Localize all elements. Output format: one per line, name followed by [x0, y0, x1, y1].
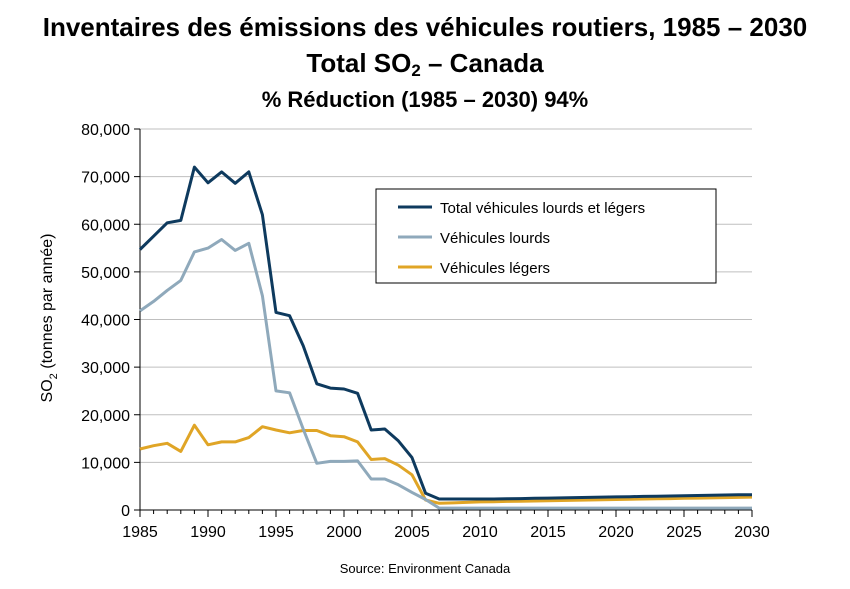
series-line — [139, 423, 753, 505]
legend: Total véhicules lourds et légers Véhicule… — [375, 188, 717, 284]
series-line — [139, 238, 752, 510]
series-line — [138, 165, 752, 501]
axes — [134, 128, 753, 517]
x-tick-label: 1995 — [258, 524, 294, 541]
y-tick-label: 60,000 — [81, 217, 130, 234]
x-tick-label: 1990 — [190, 524, 226, 541]
x-tick-label: 2025 — [666, 524, 702, 541]
y-axis-label-rest: (tonnes par année) — [39, 234, 56, 374]
y-axis-label-main: SO — [39, 379, 56, 402]
y-axis-label-sub: 2 — [48, 373, 60, 379]
chart-subtitle: % Réduction (1985 – 2030) 94% — [261, 87, 589, 112]
y-tick-label: 80,000 — [81, 122, 130, 139]
y-tick-label: 30,000 — [81, 360, 130, 377]
y-tick-label: 10,000 — [81, 455, 130, 472]
y-axis-label: SO2 (tonnes par année) — [39, 234, 60, 403]
legend-label: Véhicules lourds — [440, 230, 550, 247]
x-tick-label: 2015 — [530, 524, 566, 541]
chart-title-line2-rest: – Canada — [420, 48, 544, 78]
series-lines — [138, 165, 753, 510]
y-tick-labels: 0 10,000 20,000 30,000 40,000 50,000 60,000 70,… — [81, 122, 130, 520]
chart-title-line2: Total SO2 – Canada — [0, 48, 850, 81]
legend-label: Véhicules légers — [440, 260, 550, 277]
legend-label: Total véhicules lourds et légers — [440, 200, 645, 217]
x-tick-label: 1985 — [122, 524, 158, 541]
y-tick-label: 20,000 — [81, 408, 130, 425]
source-note: Source: Environment Canada — [339, 561, 511, 576]
y-tick-label: 40,000 — [81, 313, 130, 330]
chart-title-line2-main: Total SO — [306, 48, 412, 78]
x-tick-label: 2030 — [734, 524, 770, 541]
y-tick-label: 70,000 — [81, 170, 130, 187]
x-tick-label: 2010 — [462, 524, 498, 541]
y-tick-label: 50,000 — [81, 265, 130, 282]
y-tick-label: 0 — [121, 503, 130, 520]
chart-title: Inventaires des émissions des véhicules … — [42, 12, 808, 42]
legend-box — [375, 188, 717, 284]
x-tick-label: 2005 — [394, 524, 430, 541]
x-tick-labels: 1985 1990 1995 2000 2005 2010 2015 2020 2025 2030 — [122, 524, 770, 541]
x-tick-label: 2020 — [598, 524, 634, 541]
x-tick-label: 2000 — [326, 524, 362, 541]
chart-title-line2-sub: 2 — [411, 61, 421, 81]
